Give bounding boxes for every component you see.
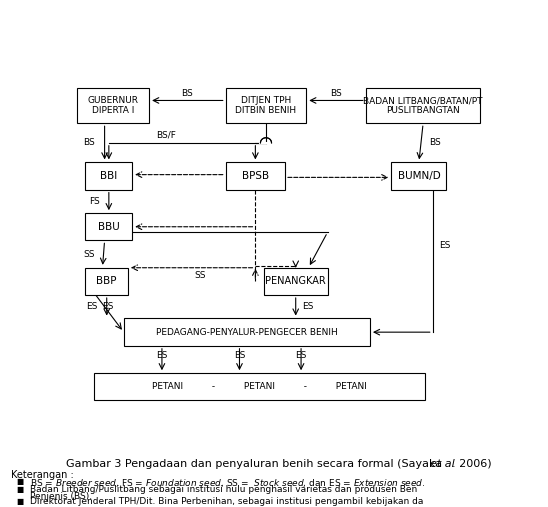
- Text: Penjenis (BS).: Penjenis (BS).: [30, 492, 92, 501]
- Text: ■: ■: [16, 477, 24, 486]
- Text: PENANGKAR: PENANGKAR: [265, 276, 326, 286]
- Text: ES: ES: [439, 241, 450, 250]
- Text: PEDAGANG-PENYALUR-PENGECER BENIH: PEDAGANG-PENYALUR-PENGECER BENIH: [156, 328, 338, 337]
- Text: BS = $\it{Breeder\ seed}$, FS = $\it{Foundation\ seed}$, SS =  $\it{Stock\ seed}: BS = $\it{Breeder\ seed}$, FS = $\it{Fou…: [30, 477, 426, 489]
- Text: BBU: BBU: [98, 222, 119, 232]
- Text: ■: ■: [16, 497, 24, 506]
- Text: BUMN/D: BUMN/D: [397, 171, 440, 181]
- Text: ES: ES: [102, 302, 113, 311]
- Text: BBP: BBP: [96, 276, 117, 286]
- Text: BS/F: BS/F: [156, 130, 176, 139]
- Text: et al: et al: [430, 459, 455, 469]
- Text: BBI: BBI: [100, 171, 117, 181]
- Text: SS: SS: [84, 249, 95, 259]
- Text: ES: ES: [86, 302, 98, 311]
- Text: BPSB: BPSB: [242, 171, 269, 181]
- Text: . 2006): . 2006): [452, 459, 492, 469]
- FancyBboxPatch shape: [366, 88, 481, 123]
- Text: BADAN LITBANG/BATAN/PT
PUSLITBANGTAN: BADAN LITBANG/BATAN/PT PUSLITBANGTAN: [363, 96, 483, 116]
- Text: Badan Litbang/Puslitbang sebagai institusi hulu penghasil varietas dan produsen : Badan Litbang/Puslitbang sebagai institu…: [30, 485, 418, 494]
- Text: BS: BS: [330, 89, 342, 98]
- Text: BS: BS: [430, 138, 441, 148]
- Text: BS: BS: [83, 138, 95, 148]
- FancyBboxPatch shape: [94, 373, 425, 401]
- Text: Direktorat Jenderal TPH/Dit. Bina Perbenihan, sebagai institusi pengambil kebija: Direktorat Jenderal TPH/Dit. Bina Perben…: [30, 497, 424, 506]
- FancyBboxPatch shape: [85, 162, 132, 190]
- FancyBboxPatch shape: [77, 88, 149, 123]
- Text: GUBERNUR
DIPERTA I: GUBERNUR DIPERTA I: [88, 96, 139, 116]
- Text: BS: BS: [181, 89, 193, 98]
- FancyBboxPatch shape: [264, 268, 328, 295]
- Text: Gambar 3 Pengadaan dan penyaluran benih secara formal (Sayaka: Gambar 3 Pengadaan dan penyaluran benih …: [66, 459, 446, 469]
- FancyBboxPatch shape: [85, 213, 132, 240]
- Text: FS: FS: [89, 197, 100, 206]
- Text: SS: SS: [195, 271, 206, 280]
- Text: DITJEN TPH
DITBIN BENIH: DITJEN TPH DITBIN BENIH: [236, 96, 296, 116]
- Text: ES: ES: [302, 302, 313, 311]
- FancyBboxPatch shape: [85, 268, 128, 295]
- Text: PETANI          -          PETANI          -          PETANI: PETANI - PETANI - PETANI: [152, 382, 367, 391]
- FancyBboxPatch shape: [391, 162, 447, 190]
- Text: ES: ES: [295, 351, 307, 360]
- FancyBboxPatch shape: [226, 88, 306, 123]
- FancyBboxPatch shape: [124, 318, 370, 346]
- Text: Keterangan :: Keterangan :: [11, 470, 74, 481]
- FancyBboxPatch shape: [226, 162, 285, 190]
- Text: ES: ES: [156, 351, 168, 360]
- Text: ■: ■: [16, 485, 24, 494]
- Text: ES: ES: [234, 351, 245, 360]
